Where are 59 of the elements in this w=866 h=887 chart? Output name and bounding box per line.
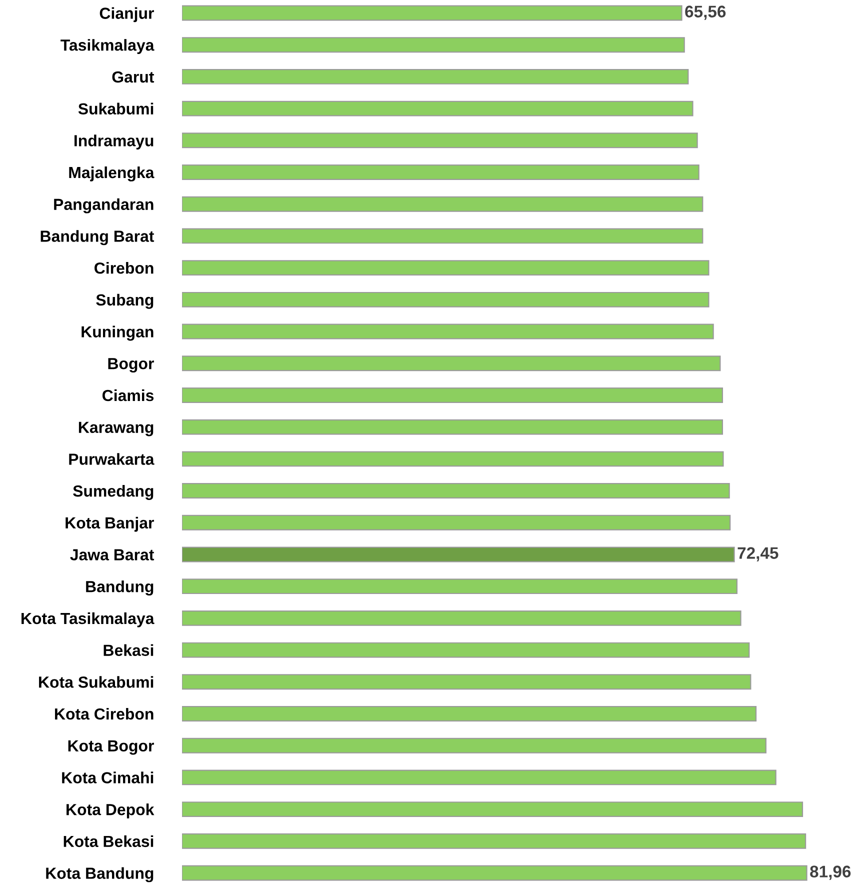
y-tick-label: Bandung Barat: [40, 230, 154, 246]
y-tick-label: Tasikmalaya: [60, 39, 154, 54]
y-tick-label: Sukabumi: [78, 102, 154, 114]
data-label: 65,56: [685, 6, 726, 20]
y-tick-label: Subang: [96, 294, 154, 309]
bar: [182, 132, 698, 148]
y-tick-label: Kota Cirebon: [55, 708, 154, 720]
bar: [182, 68, 689, 84]
y-tick-label: Ciamis: [102, 389, 154, 402]
y-tick-label: Jawa Barat: [70, 549, 154, 560]
y-tick-label: Kota Depok: [66, 804, 154, 818]
bar: [182, 610, 742, 626]
y-tick-label: Bekasi: [104, 644, 154, 656]
bar: [182, 260, 710, 276]
bar: [182, 674, 752, 690]
y-tick-label: Kota Sukabumi: [39, 676, 154, 688]
bar: [182, 642, 750, 658]
y-tick-label: Kota Cimahi: [62, 772, 154, 784]
y-tick-label: Sumedang: [73, 484, 154, 500]
bar: [182, 802, 804, 818]
bar: [182, 546, 735, 562]
y-tick-label: Pangandaran: [54, 198, 154, 214]
y-tick-label: Cianjur: [100, 7, 154, 22]
y-tick-label: Kota Bandung: [46, 867, 154, 882]
bar: [182, 451, 724, 467]
bar: [182, 5, 682, 21]
bar: [182, 37, 685, 53]
bar: [182, 483, 730, 498]
bar: [182, 100, 694, 116]
bar: [182, 514, 731, 530]
bar: [182, 164, 700, 180]
bar: [182, 419, 724, 435]
bar: [182, 770, 776, 786]
bar: [182, 706, 757, 722]
y-tick-label: Kota Banjar: [66, 516, 154, 532]
bar: [182, 196, 704, 212]
y-tick-label: Indramayu: [74, 134, 154, 150]
y-tick-label: Purwakarta: [69, 453, 154, 465]
y-tick-label: Kota Bekasi: [64, 835, 154, 848]
bar: [182, 738, 766, 754]
bar: [182, 388, 724, 403]
data-label: 72,45: [738, 547, 778, 562]
y-tick-label: Kota Tasikmalaya: [22, 612, 154, 628]
y-tick-label: Bandung: [86, 580, 154, 596]
y-tick-label: Karawang: [78, 422, 154, 436]
y-tick-label: Kota Bogor: [68, 740, 154, 755]
bar: [182, 833, 806, 849]
data-label: 81,96: [810, 866, 851, 880]
bar: [182, 578, 738, 594]
bar: [182, 865, 808, 881]
bar: [182, 324, 714, 340]
bar: [182, 356, 721, 372]
y-tick-label: Majalengka: [69, 166, 154, 182]
y-tick-label: Bogor: [108, 358, 154, 373]
y-tick-label: Kuningan: [82, 326, 154, 341]
y-tick-label: Garut: [112, 71, 154, 83]
y-tick-label: Cirebon: [94, 262, 154, 274]
bar: [182, 228, 704, 244]
bar: [182, 292, 710, 308]
